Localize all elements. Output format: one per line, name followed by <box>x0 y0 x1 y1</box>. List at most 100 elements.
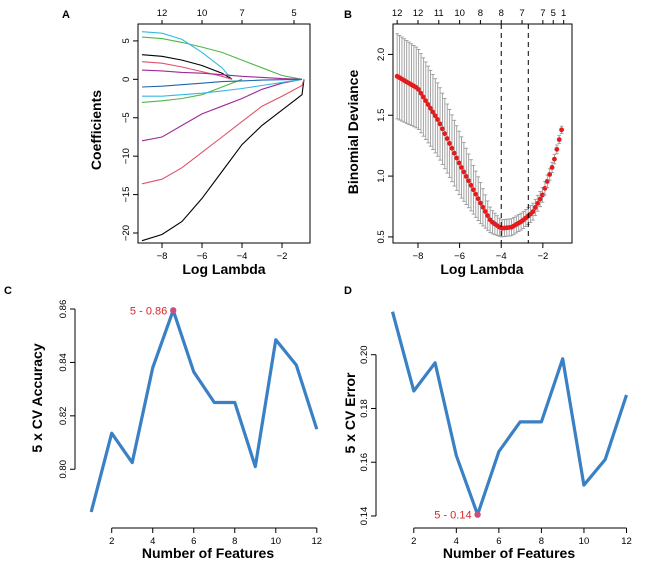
panel-b-y-tick-label: 2.0 <box>376 48 387 61</box>
panel-c-y-tick-label: 0.84 <box>58 353 69 372</box>
panel-a-top-tick-label: 12 <box>157 8 168 19</box>
panel-b-point <box>430 109 436 115</box>
panel-a-xlabel: Log Lambda <box>182 261 265 277</box>
panel-b-point <box>549 165 555 170</box>
panel-b-point <box>420 94 426 100</box>
panel-c-ylabel: 5 x CV Accuracy <box>29 343 45 452</box>
panel-d-highlight-label: 5 - 0.14 <box>434 510 471 522</box>
panel-a-series-coef7 <box>141 61 233 80</box>
panel-b-top-tick-label: 10 <box>454 8 465 19</box>
panel-a-x-tick-label: −6 <box>197 251 208 262</box>
panel-b-point <box>482 209 488 214</box>
panel-b-x-tick-label: −4 <box>496 251 507 262</box>
panel-label-c: C <box>4 285 12 297</box>
panel-d-y-tick-label: 0.14 <box>359 507 370 526</box>
panel-b-x-tick-label: −2 <box>537 251 548 262</box>
panel-b-point <box>559 127 564 133</box>
panel-d-y-tick-label: 0.16 <box>359 453 370 472</box>
panel-d-ylabel: 5 x CV Error <box>342 372 358 453</box>
panel-c-x-tick-label: 4 <box>150 536 155 547</box>
panel-a-y-tick-label: 0 <box>121 77 132 82</box>
panel-b-point <box>556 137 562 143</box>
panel-b-top-tick-label: 7 <box>519 8 524 19</box>
panel-c-y-tick-label: 0.86 <box>58 300 69 319</box>
panel-a-top-tick-label: 5 <box>291 8 296 19</box>
panel-b-point <box>466 178 472 184</box>
panel-a-series-coef8 <box>141 69 303 80</box>
panel-b-x-tick-label: −6 <box>454 251 465 262</box>
panel-b-point <box>463 173 469 179</box>
panel-d-y-tick-label: 0.18 <box>359 399 370 418</box>
panel-c-y-tick-label: 0.82 <box>58 407 69 426</box>
panel-c-highlight-point <box>170 307 177 314</box>
panel-b-point <box>540 192 545 198</box>
panel-a-series-coef9 <box>141 78 243 103</box>
panel-b-point <box>485 213 491 219</box>
panel-b-point <box>435 117 441 122</box>
panel-b-point <box>449 145 455 151</box>
panel-b-point <box>552 156 557 162</box>
panel-b-point <box>432 113 438 119</box>
panel-a-x-tick-label: −4 <box>237 251 248 262</box>
panel-d-x-tick-label: 8 <box>539 536 544 547</box>
panel-b-point <box>447 141 452 146</box>
panel-b-binomial-deviance: −8 −6 −4 −20.51.01.52.012 12 11 10 8 8 7 7 5 1 <box>376 8 573 262</box>
panel-label-d: D <box>344 285 352 297</box>
panel-b-point <box>459 165 464 170</box>
panel-b-point <box>468 182 474 188</box>
panel-d-x-tick-label: 10 <box>579 536 590 547</box>
panel-a-x-tick-label: −2 <box>277 251 288 262</box>
panel-b-point <box>532 205 538 210</box>
panel-a-series-coef1 <box>141 79 305 242</box>
panel-a-series-coef11 <box>141 78 303 88</box>
panel-b-point <box>418 90 424 96</box>
panel-b-point <box>471 187 476 193</box>
panel-a-lasso-coefficients: −8 −6 −4 −2 −20 −15 −10 −5 0 5 12 10 7 5 <box>121 8 311 262</box>
panel-b-point <box>537 196 543 202</box>
panel-label-a: A <box>62 9 70 21</box>
panel-b-top-tick-label: 11 <box>434 8 444 19</box>
panel-a-y-tick-label: −20 <box>121 225 132 241</box>
panel-b-y-tick-label: 0.5 <box>376 230 387 243</box>
panel-b-point <box>480 204 486 210</box>
panel-a-top-tick-label: 10 <box>197 8 208 19</box>
panel-c-x-tick-label: 10 <box>270 536 281 547</box>
panel-a-y-tick-label: −5 <box>121 112 132 123</box>
panel-a-y-tick-label: 5 <box>121 38 132 43</box>
panel-c-highlight-label: 5 - 0.86 <box>130 305 167 317</box>
panel-label-b: B <box>344 9 352 21</box>
panel-b-point <box>554 146 560 152</box>
panel-a-series-coef4 <box>141 36 303 80</box>
panel-b-point <box>416 87 422 92</box>
panel-d-x-tick-label: 4 <box>454 536 459 547</box>
panel-b-point <box>454 155 460 161</box>
panel-b-point <box>437 121 443 127</box>
panel-a-plot-frame <box>137 23 311 244</box>
panel-a-y-tick-label: −10 <box>121 148 132 164</box>
panel-b-plot-frame <box>392 23 573 244</box>
panel-b-point <box>451 150 457 156</box>
panel-a-series-coef6 <box>141 54 233 80</box>
panel-d-cv-error: 2 4 6 8 10 12 0.14 0.16 0.18 0.20 5 - 0.14 <box>359 311 632 547</box>
panel-b-point <box>428 105 433 111</box>
panel-b-y-tick-label: 1.5 <box>376 109 387 122</box>
panel-b-ylabel: Binomial Deviance <box>345 70 361 195</box>
panel-a-series-coef3 <box>141 78 303 142</box>
panel-d-y-tick-label: 0.20 <box>359 345 370 364</box>
panel-c-x-tick-label: 12 <box>312 536 323 547</box>
panel-c-series-line <box>89 308 319 513</box>
panel-d-x-tick-label: 12 <box>621 536 632 547</box>
panel-c-xlabel: Number of Features <box>142 545 274 561</box>
panel-b-top-tick-label: 7 <box>540 8 545 19</box>
panel-b-top-tick-label: 8 <box>499 8 504 19</box>
panel-b-point <box>478 200 483 206</box>
panel-d-series-line <box>390 311 629 517</box>
panel-a-series-coef2 <box>141 79 305 185</box>
panel-d-x-tick-label: 6 <box>496 536 501 547</box>
panel-b-y-tick-label: 1.0 <box>376 169 387 182</box>
panel-a-series-coef10 <box>142 78 303 97</box>
panel-b-top-tick-label: 12 <box>413 8 424 19</box>
panel-c-y-tick-label: 0.80 <box>58 460 69 479</box>
panel-b-point <box>440 126 445 132</box>
